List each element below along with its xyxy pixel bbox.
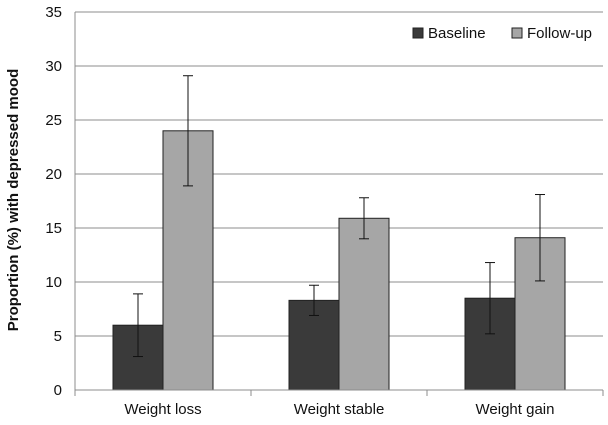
y-tick-label: 5 [54,328,62,345]
y-tick-label: 0 [54,382,62,399]
legend-label: Follow-up [527,25,592,42]
error-bars [133,75,545,358]
y-tick-label: 10 [45,274,62,291]
bars [112,130,566,391]
legend-swatch [412,27,424,39]
legend-label: Baseline [428,25,486,42]
y-tick-label: 30 [45,58,62,75]
y-tick-label: 35 [45,4,62,21]
bar-follow-up-1 [338,217,390,391]
legend-swatch [511,27,523,39]
y-axis-title: Proportion (%) with depressed mood [5,69,22,332]
y-tick-label: 15 [45,220,62,237]
x-tick-label: Weight stable [294,401,385,418]
x-tick-label: Weight gain [476,401,555,418]
y-tick-label: 25 [45,112,62,129]
axes: 0 5 10 15 20 25 30 35 Weight loss Weight stable We… [45,4,604,418]
x-tick-label: Weight loss [124,401,201,418]
y-tick-label: 20 [45,166,62,183]
legend: Baseline Follow-up [412,25,592,42]
